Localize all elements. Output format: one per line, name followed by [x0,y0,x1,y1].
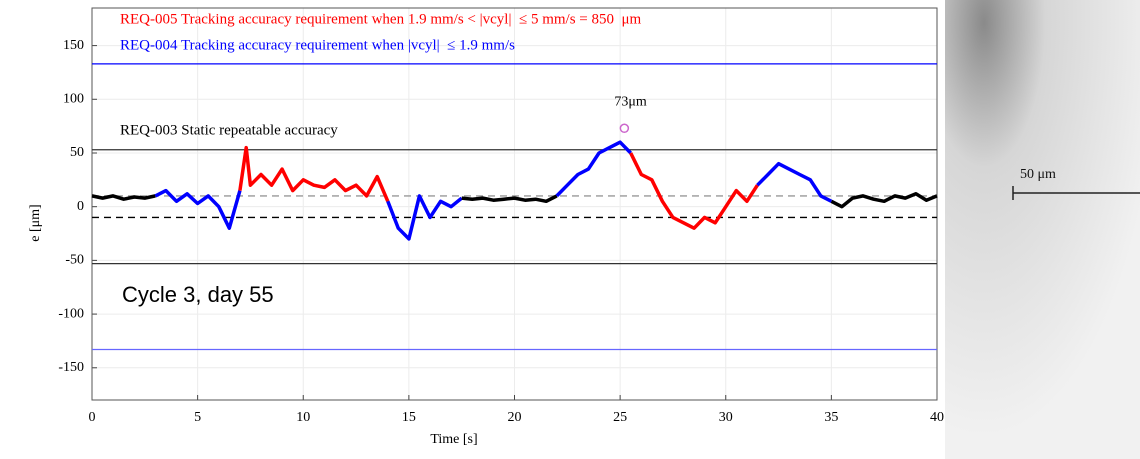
x-tick-label: 20 [508,410,522,425]
y-tick-label: -150 [58,360,84,375]
y-tick-label: 150 [63,38,84,53]
y-tick-label: 100 [63,92,84,107]
photo-background [945,0,1140,459]
x-tick-label: 10 [296,410,310,425]
scale-bar-label: 50 μm [1020,167,1056,182]
x-tick-label: 5 [194,410,201,425]
x-tick-label: 30 [719,410,733,425]
x-tick-label: 40 [930,410,944,425]
x-tick-label: 15 [402,410,416,425]
peak-label: 73μm [614,95,647,110]
y-axis-label: e [μm] [28,204,43,241]
x-tick-label: 35 [824,410,838,425]
annotation: Cycle 3, day 55 [122,282,274,307]
y-tick-label: 50 [70,145,84,160]
figure: 0 5 10 15 20 25 30 35 40 -150 -100 -50 0 50 100 150 73μm… [0,0,1140,459]
y-tick-label: -100 [58,306,84,321]
annotation: REQ-004 Tracking accuracy requirement wh… [120,37,515,53]
plot: 0 5 10 15 20 25 30 35 40 -150 -100 -50 0 50 100 150 73μm… [58,8,944,425]
page: {"chart_data": {"type": "line", "xlabel"… [0,0,1140,459]
annotation: REQ-003 Static repeatable accuracy [120,122,338,138]
x-tick-label: 25 [613,410,627,425]
y-tick-label: 0 [77,199,84,214]
x-tick-label: 0 [89,410,96,425]
x-axis-label: Time [s] [430,432,477,447]
annotation: REQ-005 Tracking accuracy requirement wh… [120,11,642,27]
y-tick-label: -50 [65,253,84,268]
